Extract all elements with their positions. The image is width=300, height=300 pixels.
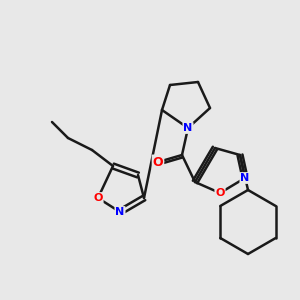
Text: N: N xyxy=(240,173,250,183)
Text: O: O xyxy=(153,155,163,169)
Text: N: N xyxy=(116,207,124,217)
Text: N: N xyxy=(183,123,193,133)
Text: O: O xyxy=(215,188,225,198)
Text: O: O xyxy=(93,193,103,203)
